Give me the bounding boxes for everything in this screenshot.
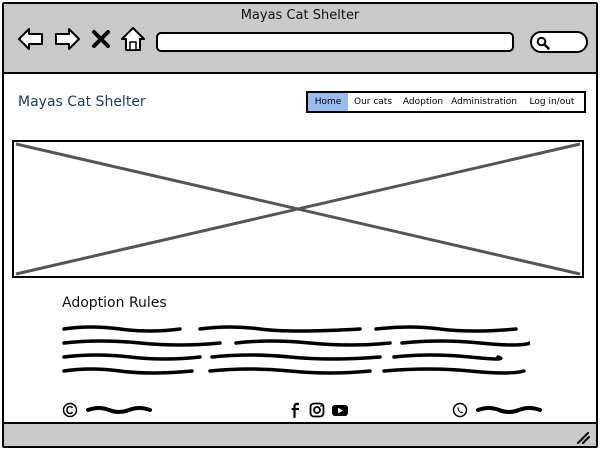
menu-item-adoption[interactable]: Adoption bbox=[402, 97, 444, 107]
main-menu: Home Our cats Adoption Administration Lo… bbox=[306, 91, 586, 113]
menu-item-our-cats[interactable]: Our cats bbox=[353, 97, 393, 107]
forward-arrow-icon[interactable] bbox=[52, 24, 82, 54]
facebook-icon[interactable] bbox=[289, 402, 303, 418]
instagram-icon[interactable] bbox=[309, 402, 325, 418]
browser-toolbar: Mayas Cat Shelter bbox=[4, 4, 596, 74]
menu-item-log-in-out[interactable]: Log in/out bbox=[529, 97, 575, 107]
image-placeholder-icon bbox=[15, 142, 581, 276]
home-icon[interactable] bbox=[118, 24, 148, 54]
site-title: Mayas Cat Shelter bbox=[18, 94, 146, 110]
hero-image-placeholder bbox=[12, 140, 584, 278]
copyright-icon bbox=[62, 402, 78, 418]
search-button[interactable] bbox=[530, 31, 588, 53]
menu-item-home[interactable]: Home bbox=[308, 93, 348, 111]
resize-grip-icon[interactable] bbox=[574, 430, 590, 444]
footer-copyright bbox=[62, 402, 154, 418]
footer-phone bbox=[452, 402, 544, 418]
phone-icon bbox=[452, 402, 468, 418]
placeholder-text-block bbox=[62, 325, 530, 375]
browser-status-bar bbox=[4, 422, 596, 446]
phone-text-placeholder bbox=[476, 406, 542, 414]
youtube-icon[interactable] bbox=[331, 402, 349, 418]
section-heading: Adoption Rules bbox=[62, 295, 167, 311]
menu-item-administration[interactable]: Administration bbox=[451, 97, 517, 107]
address-bar[interactable] bbox=[156, 32, 514, 52]
back-arrow-icon[interactable] bbox=[16, 24, 46, 54]
footer-social-links bbox=[289, 402, 349, 418]
copyright-text-placeholder bbox=[86, 406, 152, 414]
close-x-icon[interactable] bbox=[90, 24, 112, 54]
search-icon bbox=[536, 36, 550, 50]
window-title: Mayas Cat Shelter bbox=[240, 8, 360, 23]
